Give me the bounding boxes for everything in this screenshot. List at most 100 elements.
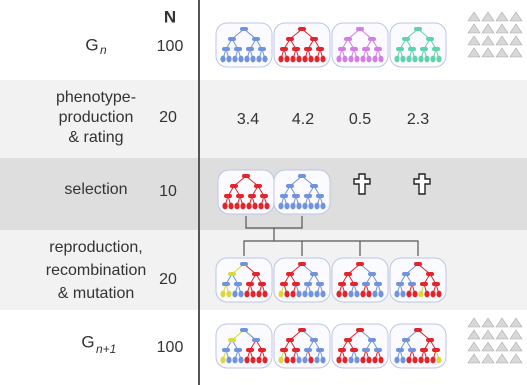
tree-node xyxy=(408,348,416,352)
row-label-sub: n xyxy=(100,43,107,57)
row-label: recombination xyxy=(46,262,147,279)
tree-leaf xyxy=(234,203,239,210)
tree-node xyxy=(292,348,300,352)
tree-leaf xyxy=(284,357,289,364)
tree-node xyxy=(252,338,260,342)
tree-node xyxy=(310,272,318,276)
tree-leaf xyxy=(222,203,227,210)
tree-leaf xyxy=(296,56,301,63)
tree-leaf xyxy=(232,56,237,63)
n-value: 20 xyxy=(159,109,177,126)
tree-node xyxy=(374,282,382,286)
tree-icon xyxy=(274,324,330,368)
tree-node xyxy=(356,27,364,31)
tree-leaf xyxy=(264,203,269,210)
tree-node xyxy=(246,282,254,286)
tree-leaf xyxy=(262,291,267,298)
tree-leaf xyxy=(406,291,411,298)
n-header: N xyxy=(164,7,176,26)
tree-node xyxy=(350,47,358,51)
tree-leaf xyxy=(354,56,359,63)
score: 3.4 xyxy=(237,111,259,128)
tree-node xyxy=(420,348,428,352)
tree-node xyxy=(396,348,404,352)
tree-icon xyxy=(216,23,272,67)
tree-leaf xyxy=(406,357,411,364)
tree-node xyxy=(426,37,434,41)
tree-leaf xyxy=(314,56,319,63)
tree-leaf xyxy=(394,291,399,298)
tree-leaf xyxy=(394,357,399,364)
tree-leaf xyxy=(262,56,267,63)
tree-leaf xyxy=(394,56,399,63)
tree-leaf xyxy=(366,291,371,298)
tree-leaf xyxy=(314,203,319,210)
tree-node xyxy=(280,194,288,198)
tree-node xyxy=(368,272,376,276)
tree-leaf xyxy=(250,56,255,63)
tree-leaf xyxy=(244,357,249,364)
tree-node xyxy=(408,282,416,286)
tree-node xyxy=(246,348,254,352)
tree-leaf xyxy=(232,291,237,298)
row-label: & mutation xyxy=(58,285,134,302)
tree-leaf xyxy=(302,291,307,298)
tree-node xyxy=(292,282,300,286)
tree-leaf xyxy=(238,291,243,298)
tree-node xyxy=(280,47,288,51)
tree-leaf xyxy=(302,203,307,210)
tree-node xyxy=(316,282,324,286)
tree-leaf xyxy=(424,357,429,364)
tree-leaf xyxy=(412,56,417,63)
tree-icon xyxy=(216,258,272,302)
tree-leaf xyxy=(366,357,371,364)
tree-leaf xyxy=(302,357,307,364)
tree-leaf xyxy=(378,291,383,298)
tree-leaf xyxy=(220,56,225,63)
tree-leaf xyxy=(296,357,301,364)
tree-leaf xyxy=(308,291,313,298)
tree-leaf xyxy=(244,56,249,63)
tree-node xyxy=(258,348,266,352)
tree-node xyxy=(236,194,244,198)
tree-leaf xyxy=(406,56,411,63)
tree-node xyxy=(292,47,300,51)
tree-node xyxy=(292,194,300,198)
tree-leaf xyxy=(418,357,423,364)
tree-node xyxy=(344,37,352,41)
tree-node xyxy=(234,348,242,352)
row-label: G xyxy=(85,35,98,54)
tree-node xyxy=(224,194,232,198)
diagram: N G n 100 phenotype- production & rating… xyxy=(0,0,527,385)
tree-leaf xyxy=(302,56,307,63)
tree-node xyxy=(374,47,382,51)
tree-node xyxy=(316,47,324,51)
tree-node xyxy=(252,272,260,276)
tree-node xyxy=(356,328,364,332)
tree-leaf xyxy=(366,56,371,63)
tree-node xyxy=(338,348,346,352)
tree-leaf xyxy=(256,56,261,63)
tree-leaf xyxy=(238,357,243,364)
tree-node xyxy=(254,184,262,188)
tree-leaf xyxy=(278,291,283,298)
row-label-sub: n+1 xyxy=(96,342,116,356)
row-label: & rating xyxy=(68,129,123,146)
tree-node xyxy=(298,27,306,31)
tree-leaf xyxy=(308,56,313,63)
tree-node xyxy=(420,282,428,286)
tree-icon xyxy=(332,324,388,368)
tree-leaf xyxy=(290,56,295,63)
tree-leaf xyxy=(314,357,319,364)
tree-icon xyxy=(332,258,388,302)
tree-node xyxy=(260,194,268,198)
tree-leaf xyxy=(430,56,435,63)
tree-node xyxy=(356,262,364,266)
tree-node xyxy=(316,348,324,352)
tree-leaf xyxy=(378,357,383,364)
tree-leaf xyxy=(226,291,231,298)
tree-node xyxy=(304,47,312,51)
tree-node xyxy=(228,37,236,41)
tree-icon xyxy=(274,170,330,214)
tree-leaf xyxy=(412,357,417,364)
